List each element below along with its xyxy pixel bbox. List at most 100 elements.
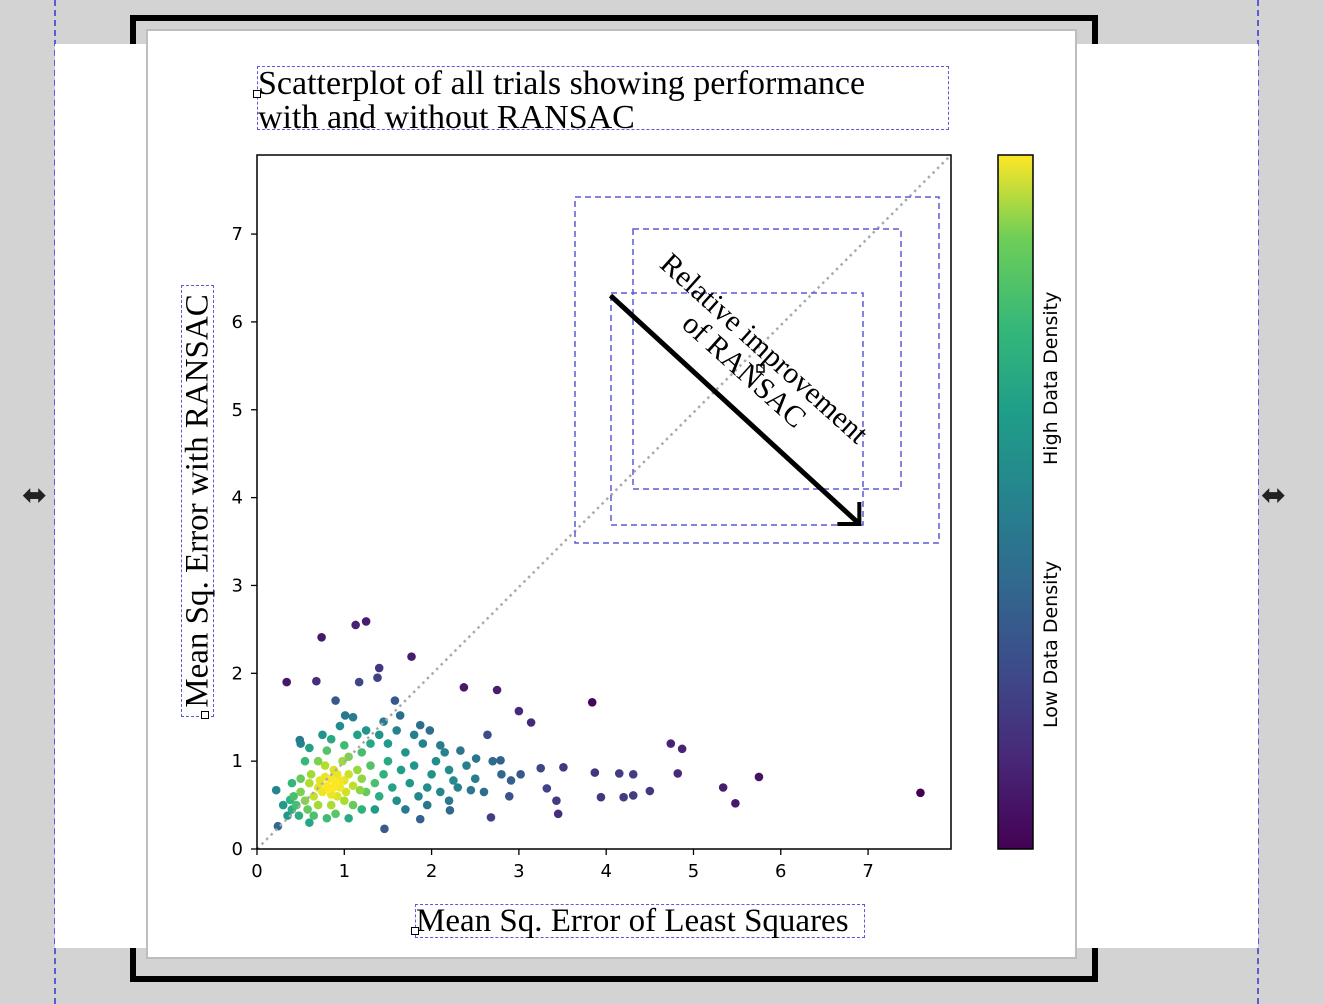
data-point xyxy=(339,741,349,750)
data-point xyxy=(305,818,314,827)
ticks-layer: 0 1 2 3 4 5 6 7 0 1 2 3 4 5 6 7 xyxy=(232,224,874,882)
data-point xyxy=(331,809,340,819)
colorbar xyxy=(997,154,1034,850)
data-point xyxy=(436,741,445,750)
y-tick-label: 2 xyxy=(232,663,243,684)
x-tick-label: 2 xyxy=(426,861,437,882)
data-point xyxy=(383,739,393,748)
data-point xyxy=(296,787,305,797)
data-point xyxy=(677,744,687,754)
data-point xyxy=(418,739,428,748)
data-point xyxy=(483,730,492,740)
data-point xyxy=(422,783,432,792)
data-point xyxy=(313,800,323,810)
data-point xyxy=(348,781,358,791)
data-point xyxy=(338,756,347,766)
data-point xyxy=(453,783,463,792)
data-point xyxy=(516,770,525,779)
data-point xyxy=(425,726,435,735)
data-point xyxy=(553,809,563,819)
data-point xyxy=(344,813,353,823)
data-point xyxy=(306,770,316,779)
data-point xyxy=(488,756,497,766)
data-point xyxy=(380,824,389,834)
resize-left-handle-icon[interactable]: ⬌ xyxy=(22,478,48,513)
data-point xyxy=(370,778,380,788)
data-point xyxy=(497,770,506,779)
data-point xyxy=(645,786,655,796)
data-point xyxy=(305,743,314,753)
data-point xyxy=(415,814,425,824)
data-point xyxy=(305,778,314,788)
data-point xyxy=(414,791,423,801)
resize-right-handle-icon[interactable]: ⬌ xyxy=(1261,478,1287,513)
data-point xyxy=(444,796,454,805)
data-point xyxy=(409,761,419,770)
x-tick-label: 3 xyxy=(513,861,524,882)
data-point xyxy=(492,685,502,695)
y-tick-label: 6 xyxy=(232,312,243,333)
data-point xyxy=(619,792,628,802)
data-point xyxy=(353,765,362,775)
data-point xyxy=(666,739,676,748)
data-point xyxy=(373,673,382,682)
data-point xyxy=(445,806,455,815)
arrow-head xyxy=(837,501,862,526)
y-tick-label: 7 xyxy=(232,224,243,245)
chart-title[interactable]: Scatterplot of all trials showing perfor… xyxy=(257,66,949,135)
data-point xyxy=(341,787,351,797)
right-guide-line xyxy=(1257,0,1259,1004)
data-point xyxy=(289,791,298,801)
chart-title-line-2: with and without RANSAC xyxy=(258,99,635,136)
data-point xyxy=(401,748,410,757)
data-point xyxy=(357,805,367,814)
data-point xyxy=(673,769,683,778)
data-point xyxy=(496,755,505,765)
data-point xyxy=(331,778,340,788)
data-point xyxy=(335,721,345,731)
data-point xyxy=(326,800,336,810)
data-point xyxy=(317,632,326,642)
diagonal-reference-line xyxy=(256,154,952,850)
data-point xyxy=(278,800,288,810)
title-anchor-handle[interactable] xyxy=(253,90,261,98)
x-tick-label: 7 xyxy=(862,861,873,882)
data-point xyxy=(628,770,638,779)
data-point xyxy=(456,746,465,755)
y-tick-label: 3 xyxy=(232,575,243,596)
data-point xyxy=(355,785,365,795)
data-point xyxy=(322,813,332,823)
ylabel-anchor-handle[interactable] xyxy=(201,711,209,719)
y-axis-label-box[interactable]: Mean Sq. Error with RANSAC xyxy=(179,285,215,717)
data-point xyxy=(312,676,321,686)
y-tick-label: 0 xyxy=(232,839,243,860)
data-point xyxy=(486,813,496,822)
data-point xyxy=(422,800,432,810)
annotation-text-selection-box xyxy=(632,228,902,490)
x-axis-label[interactable]: Mean Sq. Error of Least Squares xyxy=(415,904,865,938)
y-tick-label: 1 xyxy=(232,751,243,772)
data-point xyxy=(916,788,925,798)
data-point xyxy=(471,754,481,763)
data-point xyxy=(361,726,371,735)
data-point xyxy=(374,663,384,673)
data-point xyxy=(444,765,454,775)
data-point xyxy=(344,770,353,779)
data-point xyxy=(313,756,323,766)
xlabel-anchor-handle[interactable] xyxy=(411,927,419,935)
arrow-shaft xyxy=(608,293,862,526)
data-point xyxy=(353,730,362,740)
data-point xyxy=(536,763,546,773)
data-point xyxy=(296,774,305,784)
data-point xyxy=(552,796,561,805)
data-point xyxy=(348,712,358,722)
data-point xyxy=(370,805,380,814)
data-point xyxy=(354,677,364,687)
data-point xyxy=(340,711,350,720)
data-point xyxy=(300,756,310,766)
data-point xyxy=(504,791,514,801)
data-point xyxy=(351,620,360,630)
data-point xyxy=(405,778,415,788)
colorbar-high-label: High Data Density xyxy=(1040,291,1062,465)
data-point xyxy=(401,805,410,814)
